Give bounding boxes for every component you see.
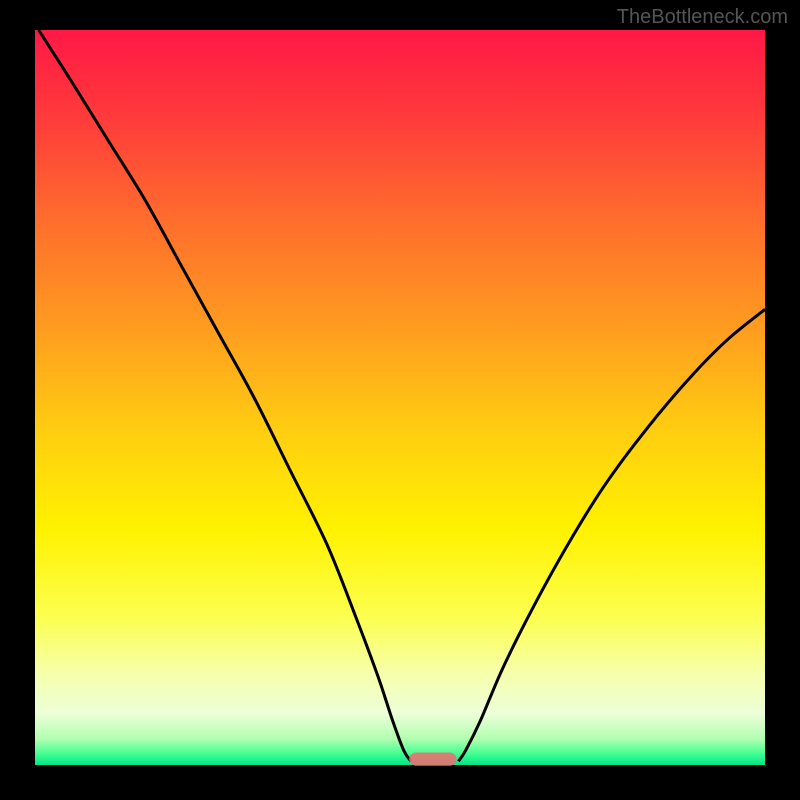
chart-container: TheBottleneck.com: [0, 0, 800, 800]
watermark-text: TheBottleneck.com: [617, 6, 788, 29]
plot-background: [35, 30, 765, 765]
optimal-marker: [409, 753, 456, 766]
bottleneck-chart: [0, 0, 800, 800]
